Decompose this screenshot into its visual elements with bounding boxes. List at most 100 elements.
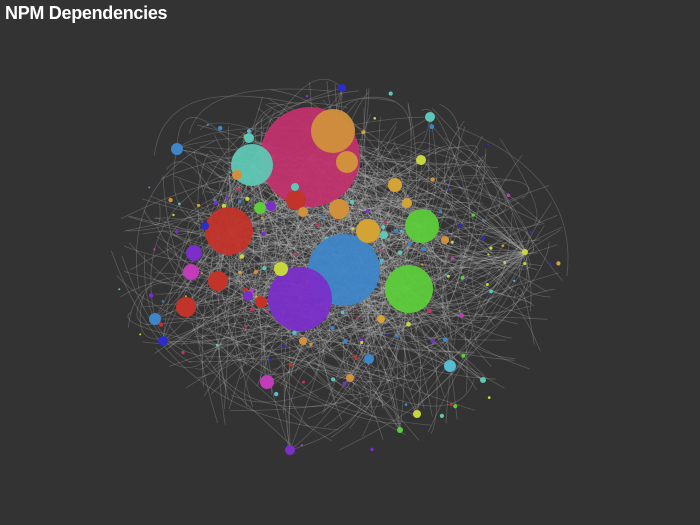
minor-node — [556, 261, 561, 266]
minor-node — [196, 203, 201, 208]
graph-link — [475, 155, 542, 224]
package-node[interactable] — [291, 183, 299, 191]
minor-node — [181, 350, 185, 355]
package-node[interactable] — [266, 201, 276, 211]
package-node[interactable] — [205, 207, 253, 255]
package-node[interactable] — [338, 84, 346, 92]
package-node[interactable] — [286, 190, 306, 210]
graph-link — [294, 167, 431, 374]
package-node[interactable] — [441, 236, 449, 244]
graph-link — [293, 343, 374, 414]
graph-link — [442, 249, 526, 341]
package-node[interactable] — [388, 178, 402, 192]
package-node[interactable] — [397, 427, 403, 433]
graph-link — [433, 251, 526, 265]
package-node[interactable] — [260, 375, 274, 389]
graph-link — [396, 166, 526, 253]
graph-link — [446, 163, 526, 253]
minor-node — [459, 313, 464, 318]
package-node[interactable] — [299, 337, 307, 345]
graph-link — [347, 227, 472, 294]
graph-link — [136, 237, 192, 326]
package-node[interactable] — [336, 151, 358, 173]
package-node[interactable] — [268, 267, 332, 331]
graph-link — [427, 248, 535, 433]
graph-link — [190, 214, 423, 273]
graph-link — [300, 185, 345, 229]
package-node[interactable] — [364, 354, 374, 364]
graph-link — [240, 234, 262, 335]
minor-node — [548, 262, 552, 266]
graph-link — [282, 355, 406, 435]
package-node[interactable] — [183, 264, 199, 280]
graph-link — [309, 359, 475, 407]
package-node[interactable] — [149, 313, 161, 325]
package-node[interactable] — [405, 209, 439, 243]
package-node[interactable] — [201, 222, 209, 230]
graph-link — [116, 275, 382, 381]
package-node[interactable] — [380, 231, 388, 239]
package-node[interactable] — [176, 297, 196, 317]
graph-link — [409, 342, 449, 400]
graph-link — [346, 225, 423, 379]
package-node[interactable] — [274, 262, 288, 276]
graph-link — [427, 294, 508, 322]
package-node[interactable] — [522, 249, 528, 255]
graph-link — [247, 164, 276, 297]
graph-link — [393, 140, 414, 183]
package-node[interactable] — [254, 202, 266, 214]
graph-link — [229, 285, 514, 411]
package-node[interactable] — [244, 133, 254, 143]
minor-node — [446, 230, 449, 233]
package-node[interactable] — [356, 219, 380, 243]
package-node[interactable] — [480, 377, 486, 383]
graph-link — [283, 338, 450, 383]
package-node[interactable] — [444, 360, 456, 372]
graph-link — [493, 177, 563, 281]
minor-node — [148, 186, 151, 189]
package-node[interactable] — [298, 207, 308, 217]
package-node[interactable] — [425, 112, 435, 122]
graph-link — [428, 251, 526, 263]
package-node[interactable] — [402, 198, 412, 208]
minor-node — [161, 300, 165, 303]
minor-node — [487, 396, 491, 400]
graph-link — [372, 192, 526, 253]
graph-link — [233, 320, 410, 360]
graph-link — [228, 208, 340, 257]
package-node[interactable] — [255, 296, 267, 308]
package-node[interactable] — [377, 315, 385, 323]
package-node[interactable] — [346, 374, 354, 382]
graph-link — [431, 251, 526, 340]
graph-link — [201, 90, 360, 195]
package-node[interactable] — [158, 336, 168, 346]
package-node[interactable] — [413, 410, 421, 418]
minor-node — [444, 273, 447, 276]
graph-link — [444, 137, 507, 217]
minor-node — [439, 210, 443, 214]
minor-node — [244, 325, 248, 328]
package-node[interactable] — [329, 199, 349, 219]
package-node[interactable] — [311, 109, 355, 153]
graph-link — [251, 164, 410, 290]
graph-link — [247, 146, 440, 244]
package-node[interactable] — [385, 265, 433, 313]
package-node[interactable] — [171, 143, 183, 155]
minor-node — [430, 177, 435, 182]
graph-link — [434, 146, 526, 253]
package-node[interactable] — [208, 271, 228, 291]
graph-link — [226, 276, 420, 441]
graph-link — [512, 287, 535, 345]
package-node[interactable] — [232, 170, 242, 180]
minor-node — [405, 240, 408, 244]
package-node[interactable] — [285, 445, 295, 455]
graph-link — [155, 327, 230, 368]
graph-link — [328, 352, 398, 408]
package-node[interactable] — [243, 291, 253, 301]
package-node[interactable] — [416, 155, 426, 165]
graph-link — [183, 314, 412, 381]
graph-link — [257, 215, 347, 244]
graph-link — [326, 80, 470, 224]
package-node[interactable] — [186, 245, 202, 261]
